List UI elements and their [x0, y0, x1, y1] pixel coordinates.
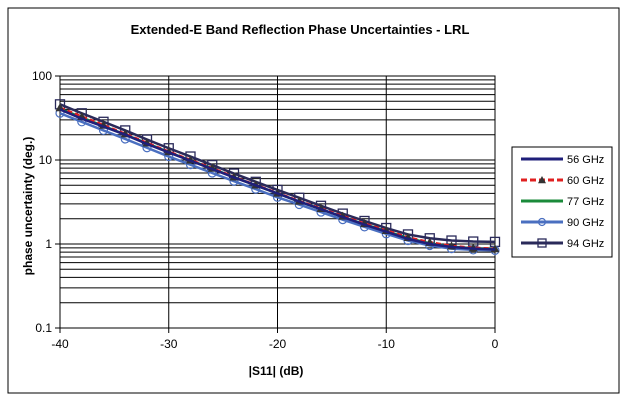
y-tick-label: 100 [32, 69, 52, 83]
legend-item: 77 GHz [521, 196, 604, 208]
legend-label: 60 GHz [567, 175, 604, 187]
x-tick-label: -10 [378, 337, 396, 351]
series-line [59, 112, 496, 252]
data-point-square [537, 238, 547, 248]
y-axis-label: phase uncertainty (deg.) [21, 137, 35, 276]
x-tick-label: -30 [160, 337, 178, 351]
x-tick-label: 0 [492, 337, 499, 351]
series-56-ghz [59, 108, 496, 251]
legend-item: 90 GHz [521, 217, 604, 229]
legend: 56 GHz 60 GHz 77 GHz 90 GHz 94 GHz [521, 154, 604, 250]
legend-label: 94 GHz [567, 238, 604, 250]
legend-label: 77 GHz [567, 196, 604, 208]
data-point-triangle [538, 176, 546, 184]
grid-layer [60, 76, 495, 328]
legend-label: 90 GHz [567, 217, 604, 229]
legend-label: 56 GHz [567, 154, 604, 166]
data-point-circle [537, 217, 547, 227]
legend-item: 94 GHz [521, 238, 604, 250]
series-layer [54, 99, 501, 255]
series-line [59, 108, 496, 251]
legend-item: 60 GHz [521, 175, 604, 187]
y-tick-label: 0.1 [35, 321, 52, 335]
axis-layer: -40 -30 -20 -10 0 0.1 1 10 100 [32, 69, 499, 351]
y-tick-label: 10 [39, 153, 53, 167]
legend-item: 56 GHz [521, 154, 604, 166]
chart-title: Extended-E Band Reflection Phase Uncerta… [131, 22, 470, 37]
x-tick-label: -40 [51, 337, 69, 351]
x-tick-label: -20 [269, 337, 287, 351]
x-axis-label: |S11| (dB) [249, 364, 304, 378]
y-tick-label: 1 [45, 237, 52, 251]
